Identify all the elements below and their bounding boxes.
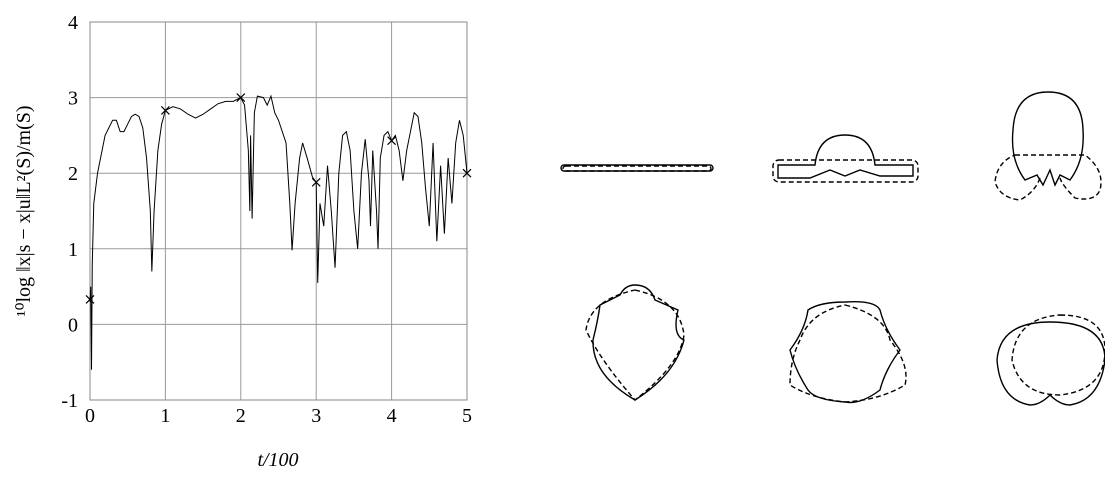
x-tick-label: 2 — [236, 405, 246, 427]
x-tick-label: 4 — [387, 405, 397, 427]
y-tick-label: 1 — [68, 239, 78, 261]
y-axis-label: ¹⁰log ‖x|s − x|u‖L²(S)/m(S) — [13, 105, 35, 316]
y-tick-label: 3 — [68, 88, 78, 110]
shape-solid — [1013, 92, 1084, 185]
shape-illustrations — [561, 92, 1105, 405]
y-tick-label: 0 — [68, 314, 78, 336]
y-tick-label: 4 — [68, 12, 78, 34]
y-tick-label: -1 — [61, 390, 78, 412]
chart: t/100 ¹⁰log ‖x|s − x|u‖L²(S)/m(S) -1 0 1 2 3… — [0, 0, 1105, 473]
plot-frame — [90, 22, 467, 400]
shape-dashed — [790, 305, 906, 402]
x-tick-label: 3 — [311, 405, 321, 427]
shape-dashed — [1012, 315, 1105, 395]
x-tick-label: 0 — [85, 405, 95, 427]
shape-solid — [778, 135, 913, 178]
data-line — [90, 96, 467, 370]
shape-dashed — [563, 166, 711, 171]
x-axis-label: t/100 — [257, 449, 298, 471]
x-tick-label: 5 — [462, 405, 472, 427]
shape-solid — [790, 302, 900, 403]
shape-solid — [593, 285, 684, 400]
x-tick-label: 1 — [160, 405, 170, 427]
shape-solid — [997, 322, 1105, 405]
y-tick-label: 2 — [68, 163, 78, 185]
shape-dashed — [995, 155, 1101, 200]
page: t/100 ¹⁰log ‖x|s − x|u‖L²(S)/m(S) -1 0 1 2 3… — [0, 0, 1105, 478]
